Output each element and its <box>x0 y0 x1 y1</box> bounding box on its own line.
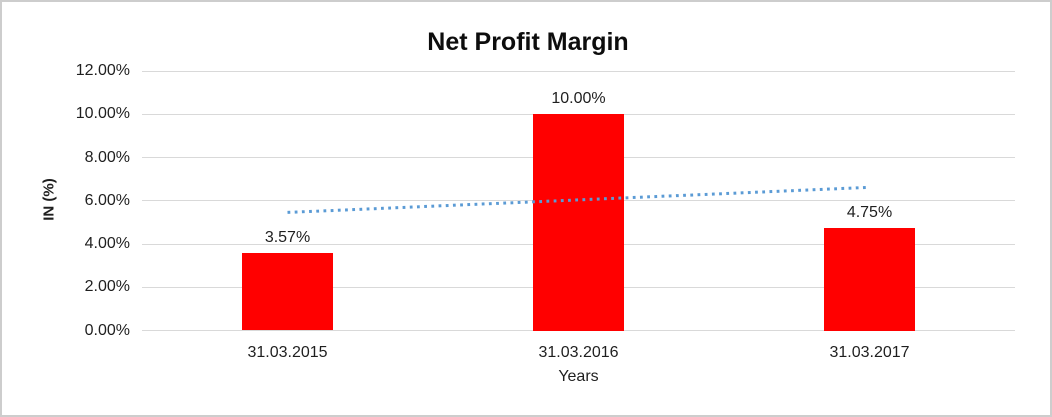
bar-31.03.2015 <box>242 253 333 331</box>
y-axis-tick-label: 12.00% <box>75 62 130 79</box>
bar-31.03.2017 <box>824 227 915 331</box>
data-label: 10.00% <box>551 90 606 108</box>
y-axis-tick-label: 2.00% <box>84 278 130 296</box>
y-axis-tick-label: 8.00% <box>84 148 130 166</box>
y-axis-tick-label: 4.00% <box>84 235 130 252</box>
chart-title: Net Profit Margin <box>427 28 629 56</box>
x-axis-tick-label: 31.03.2015 <box>247 343 328 361</box>
trendline <box>287 185 870 214</box>
y-axis-tick-label: 0.00% <box>84 321 130 339</box>
y-axis-tick-label: 6.00% <box>84 191 130 209</box>
bar-31.03.2016 <box>533 114 624 331</box>
y-axis-tick-label: 10.00% <box>75 105 130 123</box>
x-axis-title: Years <box>558 367 599 385</box>
data-label: 3.57% <box>264 229 311 247</box>
data-label: 4.75% <box>846 203 893 221</box>
gridline <box>142 330 1015 331</box>
gridline <box>142 70 1015 72</box>
y-axis-title: IN (%) <box>40 178 58 221</box>
x-axis-tick-label: 31.03.2016 <box>538 343 619 361</box>
x-axis-tick-label: 31.03.2017 <box>829 343 910 361</box>
